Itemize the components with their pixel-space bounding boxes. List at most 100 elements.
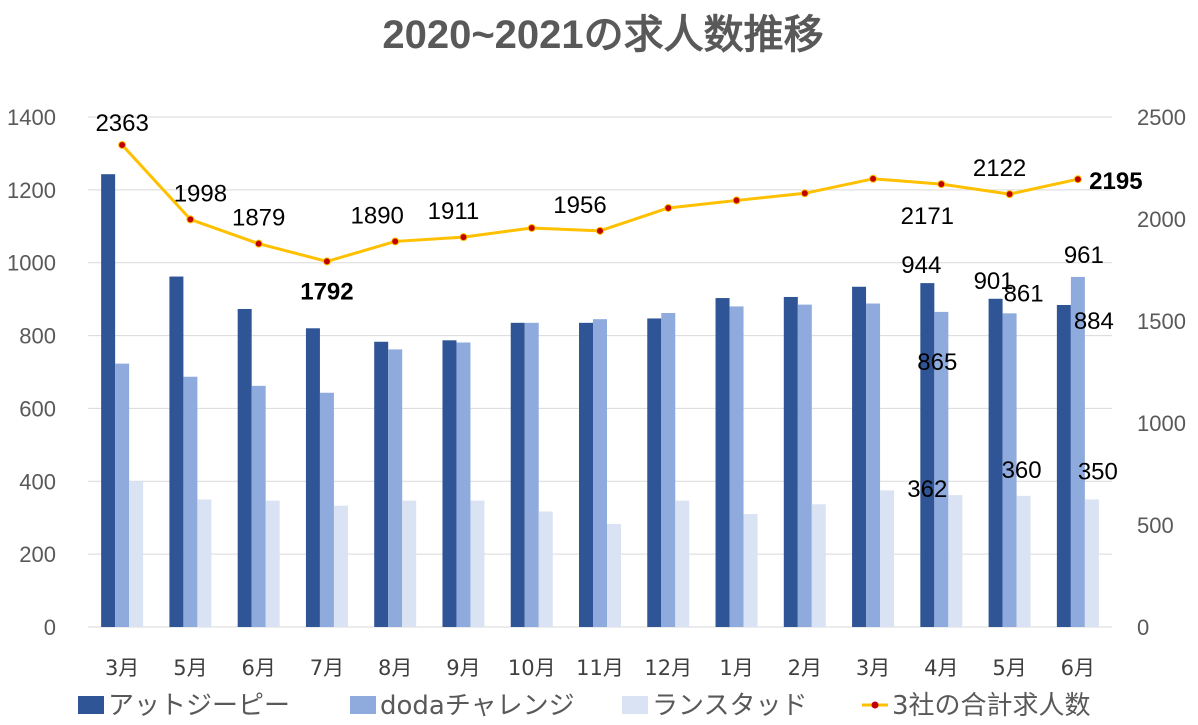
line-point [937, 180, 946, 189]
line-point [1073, 175, 1082, 184]
bar-series [101, 174, 1099, 627]
bar-data-label: 901 [974, 268, 1014, 295]
legend-label: アットジーピー [108, 691, 290, 721]
bar [852, 286, 867, 627]
line-point [254, 239, 263, 248]
bar-data-label: 884 [1074, 308, 1114, 335]
chart-title: 2020~2021の求人数推移 [382, 13, 823, 57]
bar [319, 392, 334, 627]
bar [661, 312, 676, 627]
bar [1016, 495, 1031, 627]
right-axis-ticks: 0 500 1000 1500 2000 2500 [1137, 105, 1186, 640]
line-point [732, 196, 741, 205]
x-tick-label: 1月 [719, 656, 753, 680]
bar [524, 322, 539, 627]
bar [1084, 499, 1099, 627]
x-tick-label: 6月 [1061, 656, 1095, 680]
line-data-label: 1792 [300, 278, 353, 305]
bar [333, 505, 348, 627]
x-tick-label: 10月 [508, 656, 556, 680]
y2-tick-label: 1000 [1137, 411, 1186, 436]
bar [388, 349, 403, 627]
legend-swatch [78, 696, 104, 714]
bar [1002, 313, 1017, 627]
bar [456, 342, 471, 627]
y-tick-label: 800 [19, 324, 56, 349]
line-data-label: 1879 [232, 205, 285, 232]
bar [115, 363, 130, 627]
bar [1056, 304, 1071, 627]
bar [715, 298, 730, 627]
bar [729, 306, 744, 627]
bar [129, 481, 144, 627]
y-tick-label: 0 [44, 615, 56, 640]
legend-swatch [622, 696, 648, 714]
x-tick-label: 6月 [241, 656, 275, 680]
line-data-label: 1998 [174, 180, 227, 207]
bar [510, 322, 525, 627]
y-tick-label: 400 [19, 469, 56, 494]
line-point [391, 237, 400, 246]
line-data-label: 2122 [973, 155, 1026, 182]
x-tick-label: 12月 [644, 656, 692, 680]
bar-data-label: 944 [901, 252, 941, 279]
bar [880, 490, 895, 627]
line-data-label: 2363 [95, 110, 148, 137]
bar [101, 174, 116, 627]
legend-label: 3社の合計求人数 [892, 691, 1091, 721]
bar [169, 276, 184, 627]
y2-tick-label: 2500 [1137, 105, 1186, 130]
line-point [459, 233, 468, 242]
bar-data-label: 865 [917, 349, 957, 376]
bar [579, 322, 593, 627]
x-tick-label: 2月 [788, 656, 822, 680]
x-tick-label: 9月 [446, 656, 480, 680]
bar-data-label: 961 [1064, 242, 1104, 269]
left-axis-ticks: 0 200 400 600 800 1000 1200 1400 [7, 105, 56, 640]
line-data-label: 1911 [428, 198, 480, 225]
y-tick-label: 600 [19, 396, 56, 421]
bar [783, 296, 798, 627]
x-tick-label: 3月 [856, 656, 890, 680]
bar [1070, 276, 1085, 627]
legend-marker [871, 701, 879, 709]
bar [607, 523, 621, 627]
line-point [322, 257, 331, 266]
bar [647, 318, 662, 627]
y2-tick-label: 500 [1137, 513, 1174, 538]
line-data-label: 2171 [901, 203, 954, 230]
bar-data-label: 350 [1078, 459, 1118, 486]
bar [538, 511, 553, 627]
bar [251, 385, 266, 627]
line-point [596, 226, 604, 235]
bar-data-label: 360 [1002, 457, 1042, 484]
bar-data-label: 861 [1004, 280, 1044, 307]
bar [743, 514, 758, 627]
bar [402, 500, 417, 627]
line-data-label: 2195 [1089, 168, 1142, 195]
line-point [186, 215, 195, 224]
x-tick-label: 8月 [378, 656, 412, 680]
bar [920, 283, 935, 627]
bar [197, 499, 212, 627]
x-tick-label: 11月 [576, 656, 624, 680]
bar [442, 340, 457, 627]
line-point [1005, 190, 1014, 199]
bar [237, 308, 252, 627]
x-tick-label: 5月 [173, 656, 207, 680]
y-tick-label: 1400 [7, 105, 56, 130]
bar [934, 311, 949, 627]
y-tick-label: 1000 [7, 251, 56, 276]
line-point [527, 223, 536, 232]
x-axis-ticks: 3月 5月 6月 7月 8月 9月 10月 11月 12月 1月 2月 3月 4月 5月 6月 [105, 656, 1095, 680]
legend-swatch [350, 696, 376, 714]
bar [305, 328, 320, 627]
line-point [664, 203, 673, 212]
bar [675, 500, 690, 627]
bar [948, 495, 963, 627]
legend-label: dodaチャレンジ [380, 691, 575, 721]
bar [797, 304, 812, 627]
